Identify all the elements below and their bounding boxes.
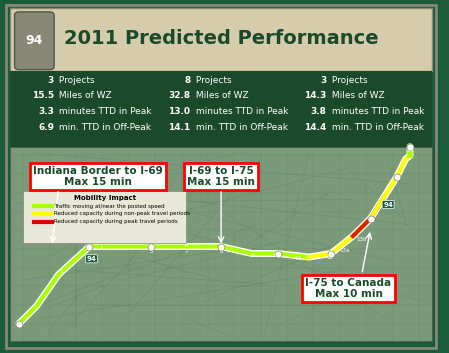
- FancyBboxPatch shape: [23, 191, 186, 243]
- Text: 32.8: 32.8: [168, 91, 190, 101]
- Text: minutes TTD in Peak: minutes TTD in Peak: [56, 107, 152, 116]
- Text: Projects: Projects: [193, 76, 231, 85]
- Text: 15.5: 15.5: [32, 91, 54, 101]
- Text: I-69 to I-75
Max 15 min: I-69 to I-75 Max 15 min: [187, 166, 255, 187]
- Text: 10: 10: [273, 253, 280, 258]
- Text: 8: 8: [220, 249, 223, 254]
- FancyBboxPatch shape: [14, 12, 54, 70]
- Text: minutes TTD in Peak: minutes TTD in Peak: [193, 107, 288, 116]
- Text: 9: 9: [250, 253, 254, 258]
- Text: 13a: 13a: [339, 247, 349, 252]
- Text: Indiana Border to I-69
Max 15 min: Indiana Border to I-69 Max 15 min: [33, 166, 163, 187]
- Text: min. TTD in Off-Peak: min. TTD in Off-Peak: [329, 123, 424, 132]
- Text: Miles of WZ: Miles of WZ: [56, 91, 112, 101]
- Text: 12: 12: [326, 255, 334, 259]
- Text: 4
5: 4 5: [149, 243, 153, 254]
- Text: I-75 to Canada
Max 10 min: I-75 to Canada Max 10 min: [305, 278, 392, 299]
- Text: 3.3: 3.3: [38, 107, 54, 116]
- Text: Miles of WZ: Miles of WZ: [329, 91, 384, 101]
- Text: min. TTD in Off-Peak: min. TTD in Off-Peak: [56, 123, 151, 132]
- Text: 6
7: 6 7: [184, 243, 188, 254]
- Text: 13b: 13b: [357, 237, 367, 242]
- FancyBboxPatch shape: [10, 147, 432, 341]
- Text: 14.1: 14.1: [168, 123, 190, 132]
- FancyBboxPatch shape: [10, 71, 432, 150]
- Text: Miles of WZ: Miles of WZ: [193, 91, 248, 101]
- FancyBboxPatch shape: [10, 8, 432, 71]
- Text: min. TTD in Off-Peak: min. TTD in Off-Peak: [193, 123, 287, 132]
- Text: Reduced capacity during peak travel periods: Reduced capacity during peak travel peri…: [54, 219, 178, 224]
- Text: 14.4: 14.4: [304, 123, 326, 132]
- Text: 3.8: 3.8: [311, 107, 326, 116]
- Text: Traffic moving at/near the posted speed: Traffic moving at/near the posted speed: [54, 204, 165, 209]
- Text: 11: 11: [295, 256, 302, 261]
- Text: 94: 94: [87, 256, 97, 262]
- Text: minutes TTD in Peak: minutes TTD in Peak: [329, 107, 424, 116]
- Text: 2: 2: [85, 246, 89, 251]
- Text: 6.9: 6.9: [38, 123, 54, 132]
- Text: 8: 8: [184, 76, 190, 85]
- Text: 3: 3: [320, 76, 326, 85]
- Text: Mobility Impact: Mobility Impact: [74, 195, 136, 201]
- Text: 2011 Predicted Performance: 2011 Predicted Performance: [64, 29, 379, 48]
- Text: 94: 94: [383, 202, 393, 208]
- Text: 3: 3: [48, 76, 54, 85]
- Text: 14.3: 14.3: [304, 91, 326, 101]
- Text: Projects: Projects: [329, 76, 367, 85]
- Text: 1: 1: [59, 269, 62, 274]
- Text: 14: 14: [407, 148, 414, 153]
- Text: 13.0: 13.0: [168, 107, 190, 116]
- Text: 3: 3: [100, 246, 103, 251]
- Text: Projects: Projects: [56, 76, 95, 85]
- Text: 94: 94: [26, 34, 43, 47]
- Text: Reduced capacity during non-peak travel periods: Reduced capacity during non-peak travel …: [54, 211, 190, 216]
